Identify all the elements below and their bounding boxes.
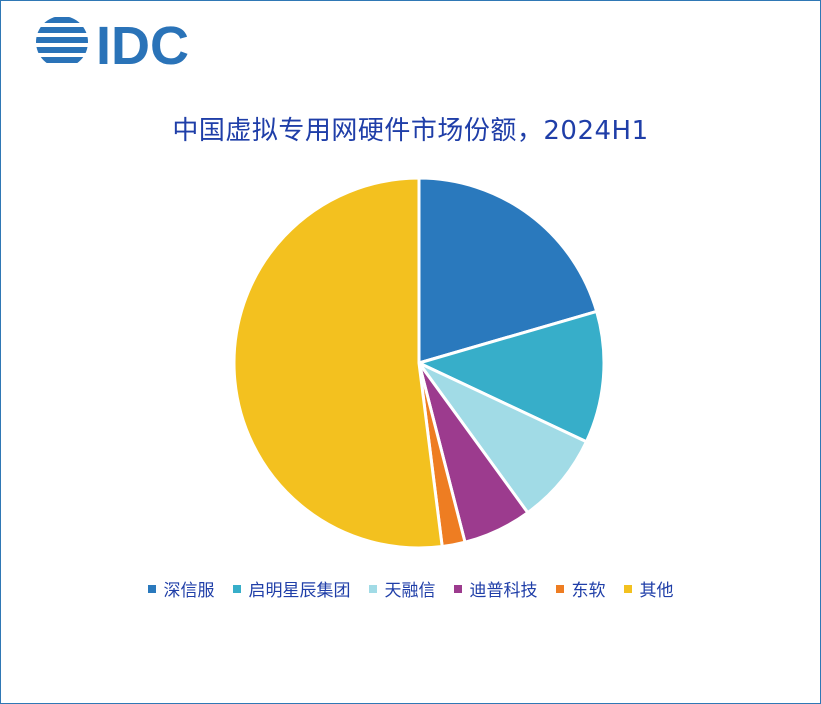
legend-label: 启明星辰集团	[248, 581, 351, 601]
legend-swatch	[232, 584, 241, 593]
pie-slice-0	[417, 176, 599, 365]
chart-title: 中国虚拟专用网硬件市场份额，2024H1	[172, 116, 649, 146]
legend-label: 东软	[571, 581, 606, 601]
chart-legend: 深信服 启明星辰集团 天融信 迪普科技 东软 其他	[0, 576, 821, 601]
legend-label: 深信服	[163, 581, 215, 601]
legend-label: 迪普科技	[469, 581, 538, 601]
legend-swatch	[453, 584, 462, 593]
pie-slice-2	[417, 361, 588, 515]
legend-item-3: 迪普科技	[453, 576, 538, 601]
legend-item-4: 东软	[555, 576, 606, 601]
pie-slice-5	[232, 176, 444, 550]
legend-item-1: 启明星辰集团	[232, 576, 351, 601]
logo-text: IDC	[96, 16, 189, 72]
legend-item-5: 其他	[623, 576, 674, 601]
legend-swatch	[555, 584, 564, 593]
legend-swatch	[623, 584, 632, 593]
legend-label: 天融信	[384, 581, 436, 601]
legend-label: 其他	[639, 581, 674, 601]
legend-item-0: 深信服	[147, 576, 215, 601]
legend-item-2: 天融信	[368, 576, 436, 601]
idc-logo: IDC	[36, 16, 189, 72]
legend-swatch	[368, 584, 377, 593]
legend-swatch	[147, 584, 156, 593]
pie-slice-1	[417, 309, 606, 444]
